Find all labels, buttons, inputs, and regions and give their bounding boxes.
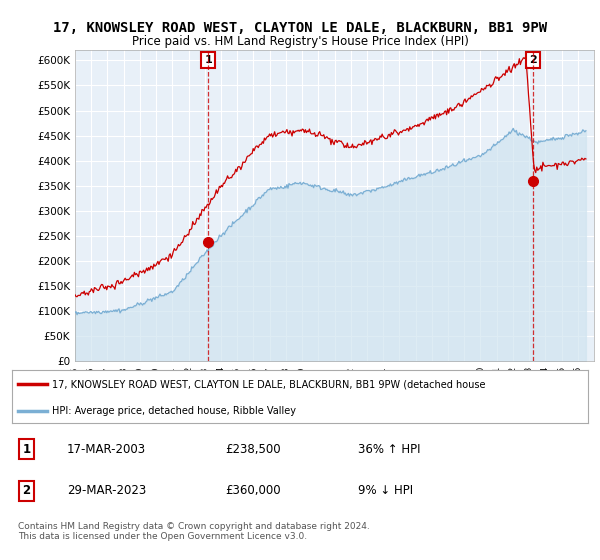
Text: £360,000: £360,000 <box>225 484 281 497</box>
Text: 2: 2 <box>22 484 31 497</box>
Text: 9% ↓ HPI: 9% ↓ HPI <box>358 484 413 497</box>
Text: 17, KNOWSLEY ROAD WEST, CLAYTON LE DALE, BLACKBURN, BB1 9PW (detached house: 17, KNOWSLEY ROAD WEST, CLAYTON LE DALE,… <box>52 380 486 390</box>
Text: Contains HM Land Registry data © Crown copyright and database right 2024.
This d: Contains HM Land Registry data © Crown c… <box>18 522 370 542</box>
Text: 17, KNOWSLEY ROAD WEST, CLAYTON LE DALE, BLACKBURN, BB1 9PW: 17, KNOWSLEY ROAD WEST, CLAYTON LE DALE,… <box>53 21 547 35</box>
Text: 36% ↑ HPI: 36% ↑ HPI <box>358 443 420 456</box>
Text: HPI: Average price, detached house, Ribble Valley: HPI: Average price, detached house, Ribb… <box>52 406 296 416</box>
Text: Price paid vs. HM Land Registry's House Price Index (HPI): Price paid vs. HM Land Registry's House … <box>131 35 469 48</box>
Text: 1: 1 <box>204 55 212 65</box>
Text: 29-MAR-2023: 29-MAR-2023 <box>67 484 146 497</box>
Text: 17-MAR-2003: 17-MAR-2003 <box>67 443 146 456</box>
Text: 2: 2 <box>529 55 537 65</box>
Text: £238,500: £238,500 <box>225 443 281 456</box>
Text: 1: 1 <box>22 443 31 456</box>
